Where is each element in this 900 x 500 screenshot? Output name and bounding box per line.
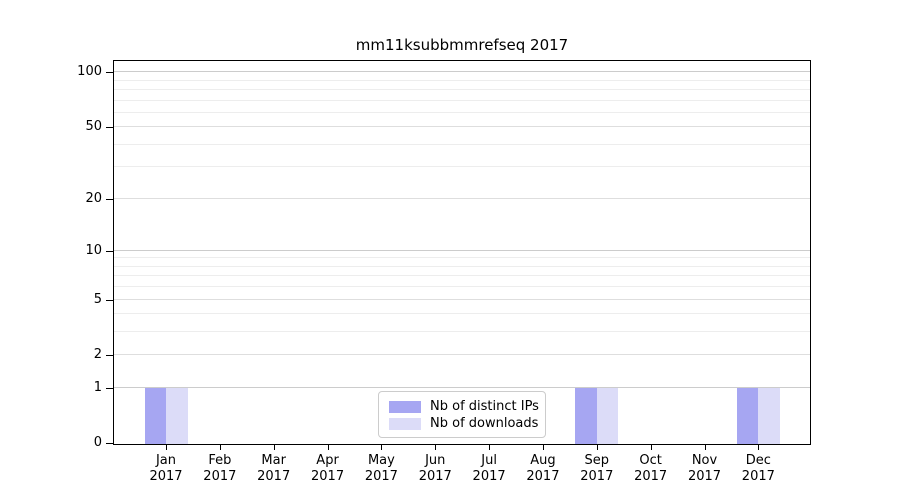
y-tick-label: 5 xyxy=(93,291,102,307)
x-tick-label: Sep 2017 xyxy=(580,453,614,484)
minor-gridline xyxy=(114,166,810,168)
x-tick-label: Jul 2017 xyxy=(472,453,506,484)
y-tick-label: 50 xyxy=(85,119,102,135)
minor-gridline xyxy=(114,79,810,81)
x-tick-mark xyxy=(435,445,437,450)
y-tick-label: 100 xyxy=(77,64,102,80)
y-tick-mark xyxy=(106,127,113,129)
major-gridline xyxy=(114,249,810,251)
major-gridline xyxy=(114,354,810,356)
x-tick-mark xyxy=(650,445,652,450)
chart-title: mm11ksubbmmrefseq 2017 xyxy=(355,36,569,54)
major-gridline xyxy=(114,197,810,199)
x-tick-mark xyxy=(489,445,491,450)
x-tick-label: May 2017 xyxy=(364,453,398,484)
x-tick-mark xyxy=(219,445,221,450)
x-tick-mark xyxy=(704,445,706,450)
y-tick-label: 20 xyxy=(85,190,102,206)
x-tick-label: Oct 2017 xyxy=(634,453,668,484)
grid-layer xyxy=(114,61,810,444)
minor-gridline xyxy=(114,99,810,101)
y-tick-label: 1 xyxy=(93,380,102,396)
minor-gridline xyxy=(114,257,810,259)
minor-gridline xyxy=(114,88,810,90)
x-tick-label: Dec 2017 xyxy=(741,453,775,484)
y-tick-mark xyxy=(106,388,113,390)
y-tick-label: 2 xyxy=(93,347,102,363)
axis-layer: 0 1 2 5 10 20 50 100 Jan 2017 Feb 2017 Mar 2017 Apr… xyxy=(77,61,810,484)
minor-gridline xyxy=(114,275,810,277)
x-tick-label: Apr 2017 xyxy=(311,453,345,484)
legend-swatch-downloads xyxy=(389,417,421,430)
major-gridline xyxy=(114,126,810,128)
legend-label-distinct-ips: Nb of distinct IPs xyxy=(430,399,539,414)
x-tick-label: Jun 2017 xyxy=(418,453,452,484)
minor-gridline xyxy=(114,331,810,333)
x-tick-mark xyxy=(381,445,383,450)
minor-gridline xyxy=(114,313,810,315)
major-gridline xyxy=(114,387,810,389)
y-tick-label: 0 xyxy=(93,435,102,450)
bars-layer xyxy=(114,61,810,444)
minor-gridline xyxy=(114,143,810,145)
minor-gridline xyxy=(114,111,810,113)
minor-gridline xyxy=(114,265,810,267)
x-tick-mark xyxy=(166,445,167,450)
y-tick-mark xyxy=(106,299,113,301)
major-gridline xyxy=(114,71,810,73)
legend-entry-distinct-ips: Nb of distinct IPs xyxy=(389,399,539,414)
y-tick-mark xyxy=(106,72,113,74)
x-tick-label: Jan 2017 xyxy=(149,453,183,484)
x-tick-mark xyxy=(758,445,760,450)
x-tick-mark xyxy=(596,445,598,450)
plot-area: 0 1 2 5 10 20 50 100 Jan 2017 Feb 2017 Mar 2017 Apr… xyxy=(77,60,811,484)
y-tick-label: 10 xyxy=(85,242,102,258)
legend-swatch-distinct-ips xyxy=(389,400,421,413)
x-tick-mark xyxy=(273,445,275,450)
legend-label-downloads: Nb of downloads xyxy=(430,416,539,431)
legend: Nb of distinct IPs Nb of downloads xyxy=(378,391,546,438)
y-tick-mark xyxy=(106,198,113,200)
x-tick-label: Aug 2017 xyxy=(526,453,560,484)
x-tick-label: Mar 2017 xyxy=(257,453,291,484)
bar-downloads-dec xyxy=(758,388,780,444)
bar-distinct-ips-sep xyxy=(575,388,597,444)
major-gridline xyxy=(114,298,810,300)
y-tick-mark xyxy=(106,355,113,357)
x-tick-mark xyxy=(542,445,544,450)
bar-distinct-ips-dec xyxy=(736,388,759,444)
bar-downloads-sep xyxy=(596,388,619,444)
bar-downloads-jan xyxy=(166,388,188,444)
minor-gridline xyxy=(114,286,810,288)
y-tick-mark xyxy=(106,250,113,252)
x-tick-mark xyxy=(327,445,329,450)
x-tick-label: Nov 2017 xyxy=(687,453,722,484)
x-tick-label: Feb 2017 xyxy=(203,453,237,484)
y-tick-mark xyxy=(106,443,113,444)
legend-entry-downloads: Nb of downloads xyxy=(389,416,539,431)
bar-distinct-ips-jan xyxy=(144,388,166,444)
